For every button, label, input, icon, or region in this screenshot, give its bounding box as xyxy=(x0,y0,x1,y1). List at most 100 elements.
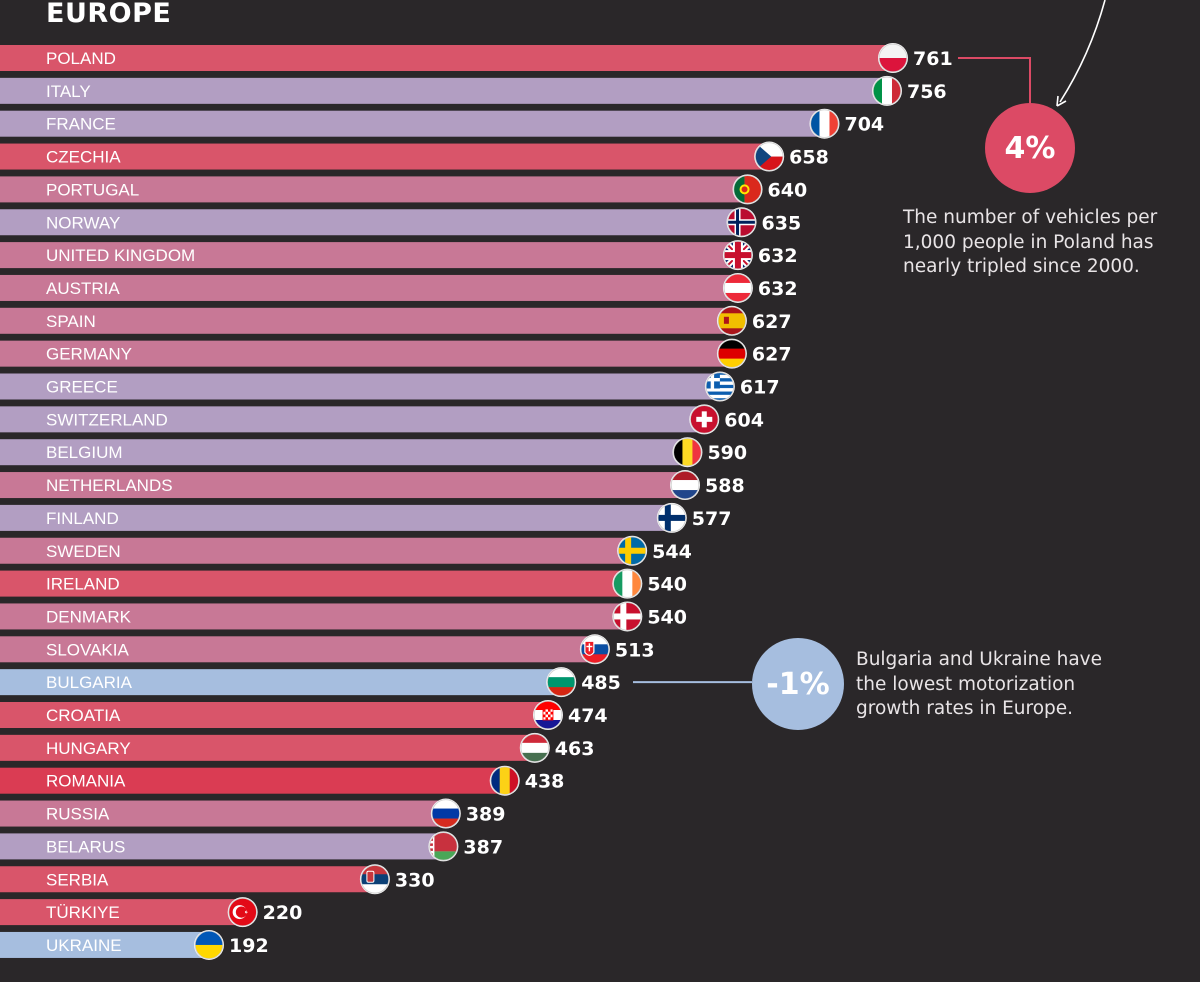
bar-italy xyxy=(0,77,883,104)
norway-flag-icon xyxy=(726,207,757,238)
value-label-switzerland: 604 xyxy=(724,409,764,431)
country-label-austria: AUSTRIA xyxy=(46,279,120,298)
bar-russia xyxy=(0,800,442,827)
value-label-germany: 627 xyxy=(752,344,792,366)
callout-connectors xyxy=(633,0,1106,684)
croatia-flag-icon xyxy=(532,700,563,730)
country-label-turkiye: TÜRKIYE xyxy=(46,903,120,922)
bar-portugal xyxy=(0,176,744,203)
italy-flag-icon xyxy=(871,75,902,106)
portugal-flag-icon xyxy=(732,174,763,205)
bar-finland xyxy=(0,504,668,531)
value-label-belarus: 387 xyxy=(463,836,503,858)
bar-netherlands xyxy=(0,472,682,499)
value-label-finland: 577 xyxy=(692,508,732,530)
bar-denmark xyxy=(0,603,624,630)
bar-belarus xyxy=(0,833,440,860)
belarus-flag-icon xyxy=(428,831,459,862)
bar-serbia xyxy=(0,866,371,893)
country-label-netherlands: NETHERLANDS xyxy=(46,476,173,495)
country-label-spain: SPAIN xyxy=(46,312,96,331)
value-label-belgium: 590 xyxy=(707,442,747,464)
country-label-croatia: CROATIA xyxy=(46,706,121,725)
bar-austria xyxy=(0,274,734,301)
bar-ukraine xyxy=(0,931,205,958)
bulgaria-flag-icon xyxy=(546,667,577,698)
value-label-denmark: 540 xyxy=(647,606,687,628)
poland-callout-line: 1,000 people in Poland has xyxy=(903,231,1154,253)
value-label-sweden: 544 xyxy=(652,541,692,563)
sweden-flag-icon xyxy=(617,535,648,566)
country-label-ukraine: UKRAINE xyxy=(46,936,122,955)
country-label-belarus: BELARUS xyxy=(46,837,125,856)
country-label-poland: POLAND xyxy=(46,49,116,68)
poland-callout-line: nearly tripled since 2000. xyxy=(903,256,1140,277)
bulgaria-ukraine-callout-line: Bulgaria and Ukraine have xyxy=(856,649,1103,670)
value-label-greece: 617 xyxy=(740,377,780,399)
slovakia-flag-icon xyxy=(579,634,610,665)
country-label-finland: FINLAND xyxy=(46,509,119,528)
finland-flag-icon xyxy=(656,502,687,533)
germany-flag-icon xyxy=(716,338,747,369)
value-label-romania: 438 xyxy=(525,771,565,793)
bar-slovakia xyxy=(0,636,591,663)
bar-switzerland xyxy=(0,406,701,433)
bulgaria-ukraine-growth-bubble: -1% xyxy=(752,638,844,730)
russia-flag-icon xyxy=(430,798,461,829)
belgium-flag-icon xyxy=(672,437,703,468)
poland-growth-bubble: 4% xyxy=(985,103,1075,193)
value-label-turkiye: 220 xyxy=(263,902,303,924)
poland-callout-line: The number of vehicles per xyxy=(903,207,1158,228)
country-label-romania: ROMANIA xyxy=(46,772,126,791)
bar-poland xyxy=(0,45,889,71)
bar-hungary xyxy=(0,734,531,761)
bar-united-kingdom xyxy=(0,242,734,269)
poland-growth-percent: 4% xyxy=(1004,130,1056,166)
denmark-flag-icon xyxy=(612,601,643,632)
serbia-flag-icon xyxy=(359,864,390,895)
value-label-france: 704 xyxy=(844,114,884,136)
bar-norway xyxy=(0,209,738,236)
value-label-poland: 761 xyxy=(913,48,953,70)
country-label-russia: RUSSIA xyxy=(46,805,110,824)
poland-callout-connector xyxy=(958,57,1031,103)
country-label-germany: GERMANY xyxy=(46,345,132,364)
value-label-slovakia: 513 xyxy=(615,639,655,661)
austria-flag-icon xyxy=(722,272,753,303)
france-flag-icon xyxy=(809,108,840,139)
ukraine-flag-icon xyxy=(194,929,224,960)
bar-spain xyxy=(0,307,728,334)
country-label-portugal: PORTUGAL xyxy=(46,180,139,199)
netherlands-flag-icon xyxy=(670,470,701,501)
poland-callout-text: The number of vehicles per 1,000 people … xyxy=(903,206,1193,280)
section-title: EUROPE xyxy=(46,0,172,29)
country-label-italy: ITALY xyxy=(46,82,91,101)
bulgaria-ukraine-callout-line: the lowest motorization xyxy=(856,673,1076,695)
bar-greece xyxy=(0,373,716,400)
bar-turkiye xyxy=(0,899,239,926)
value-label-czechia: 658 xyxy=(789,147,829,169)
bar-romania xyxy=(0,767,501,794)
country-label-france: FRANCE xyxy=(46,115,116,134)
turkiye-flag-icon xyxy=(227,897,258,928)
value-label-hungary: 463 xyxy=(555,738,595,760)
value-label-croatia: 474 xyxy=(568,705,608,727)
country-label-bulgaria: BULGARIA xyxy=(46,673,133,692)
bar-croatia xyxy=(0,702,544,728)
bar-belgium xyxy=(0,439,684,466)
greece-flag-icon xyxy=(704,371,735,402)
country-label-united-kingdom: UNITED KINGDOM xyxy=(46,246,195,265)
hungary-flag-icon xyxy=(519,732,550,763)
bar-czechia xyxy=(0,143,766,170)
value-label-serbia: 330 xyxy=(395,869,435,891)
country-label-hungary: HUNGARY xyxy=(46,739,131,758)
bulgaria-ukraine-growth-percent: -1% xyxy=(766,666,830,702)
czechia-flag-icon xyxy=(754,141,785,172)
country-label-greece: GREECE xyxy=(46,378,118,397)
country-label-slovakia: SLOVAKIA xyxy=(46,640,129,659)
value-label-italy: 756 xyxy=(907,81,947,103)
united-kingdom-flag-icon xyxy=(722,240,753,271)
value-label-ireland: 540 xyxy=(647,574,687,596)
country-label-denmark: DENMARK xyxy=(46,607,132,626)
